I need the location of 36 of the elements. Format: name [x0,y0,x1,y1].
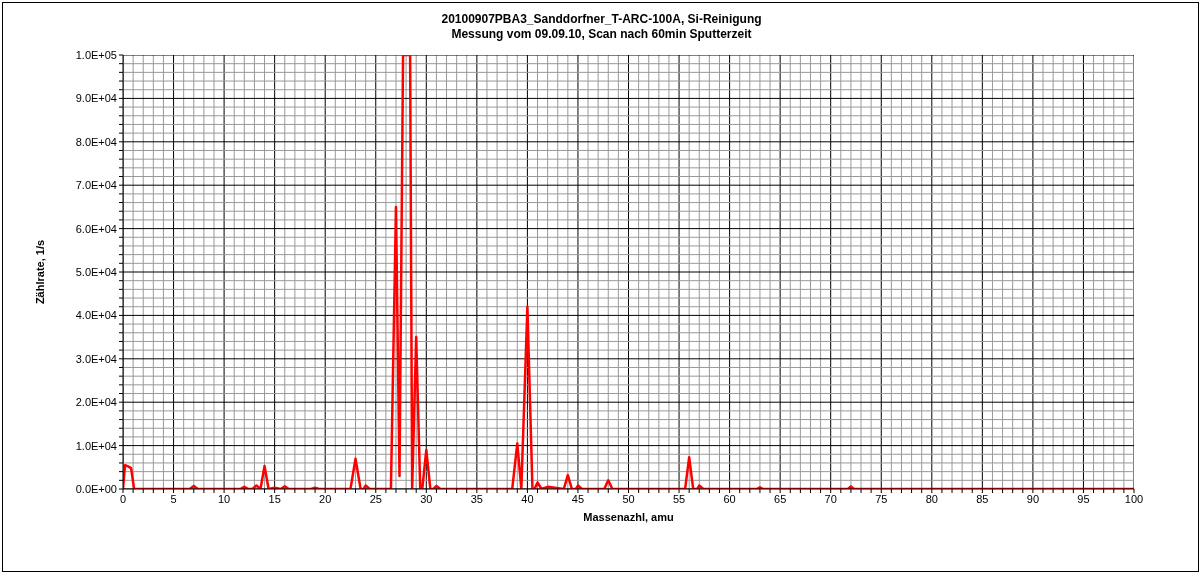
y-tick-label: 7.0E+04 [75,179,117,192]
x-tick-label: 60 [723,492,736,505]
x-tick-label: 40 [521,492,534,505]
x-tick-label: 80 [925,492,938,505]
y-tick-label: 1.0E+05 [75,48,117,61]
y-tick-label: 0.0E+00 [75,482,117,495]
x-tick-label: 95 [1077,492,1090,505]
x-tick-label: 30 [420,492,433,505]
x-tick-label: 45 [571,492,585,505]
y-tick-label: 3.0E+04 [75,352,117,365]
x-tick-label: 15 [268,492,281,505]
y-axis-title: Zählrate, 1/s [33,239,46,305]
y-tick-label: 4.0E+04 [75,309,117,322]
x-tick-label: 90 [1026,492,1040,505]
x-tick-label: 0 [119,492,127,505]
x-tick-label: 100 [1124,492,1144,505]
y-tick-label: 9.0E+04 [75,92,117,105]
x-tick-label: 20 [319,492,332,505]
x-tick-label: 85 [976,492,989,505]
x-tick-label: 5 [170,492,177,505]
x-tick-label: 75 [875,492,888,505]
y-tick-label: 5.0E+04 [75,265,117,278]
y-tick-label: 8.0E+04 [75,135,117,148]
chart-subtitle: Messung vom 09.09.10, Scan nach 60min Sputterzeit [450,27,753,42]
x-tick-label: 25 [369,492,382,505]
chart-title: 20100907PBA3_Sanddorfner_T-ARC-100A, Si-Reinigung [440,12,763,27]
x-tick-label: 70 [824,492,837,505]
x-axis-title: Massenazhl, amu [583,511,674,523]
x-tick-label: 50 [622,492,635,505]
y-tick-label: 1.0E+04 [75,439,117,452]
x-tick-label: 35 [470,492,483,505]
x-tick-label: 10 [217,492,231,505]
y-tick-label: 2.0E+04 [75,396,117,409]
y-tick-label: 6.0E+04 [75,222,117,235]
x-tick-label: 55 [672,492,686,505]
x-tick-label: 65 [774,492,787,505]
